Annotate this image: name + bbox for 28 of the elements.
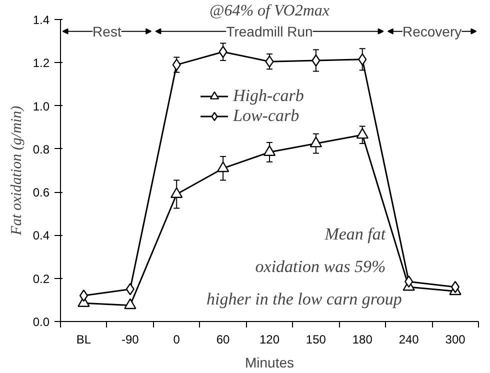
annotation: Rest bbox=[92, 23, 122, 40]
x-tick-label: 120 bbox=[259, 332, 280, 346]
y-tick-label: 1.2 bbox=[32, 56, 50, 70]
x-tick-label: 60 bbox=[216, 332, 230, 346]
y-tick-label: 0.6 bbox=[32, 186, 50, 200]
y-tick-label: 0.2 bbox=[32, 272, 50, 286]
y-axis-title: Fat oxidation (g/min) bbox=[8, 106, 25, 236]
y-tick-label: 1.0 bbox=[32, 99, 50, 114]
y-tick-label: 1.4 bbox=[32, 13, 50, 27]
x-tick-label: 180 bbox=[352, 332, 373, 346]
x-tick-label: 240 bbox=[398, 332, 420, 346]
y-tick-label: 0.0 bbox=[32, 315, 50, 329]
x-tick-label: -90 bbox=[121, 332, 140, 346]
x-tick-label: 300 bbox=[445, 332, 466, 346]
legend-label: Low-carb bbox=[233, 106, 300, 126]
annotation: oxidation was 59% bbox=[255, 256, 386, 276]
x-axis-title: Minutes bbox=[244, 354, 294, 370]
x-tick-label: BL bbox=[76, 332, 92, 346]
annotation: Mean fat bbox=[324, 224, 387, 244]
y-tick-label: 0.8 bbox=[32, 142, 50, 156]
y-tick-label: 0.4 bbox=[32, 228, 50, 243]
annotation: Treadmill Run bbox=[226, 23, 313, 40]
annotation: @64% of VO2max bbox=[210, 2, 330, 20]
legend-label: High-carb bbox=[233, 86, 304, 106]
x-tick-label: 150 bbox=[306, 332, 326, 346]
x-tick-label: 0 bbox=[173, 332, 180, 346]
annotation: Recovery bbox=[402, 23, 462, 40]
annotation: higher in the low carn group bbox=[206, 289, 402, 308]
